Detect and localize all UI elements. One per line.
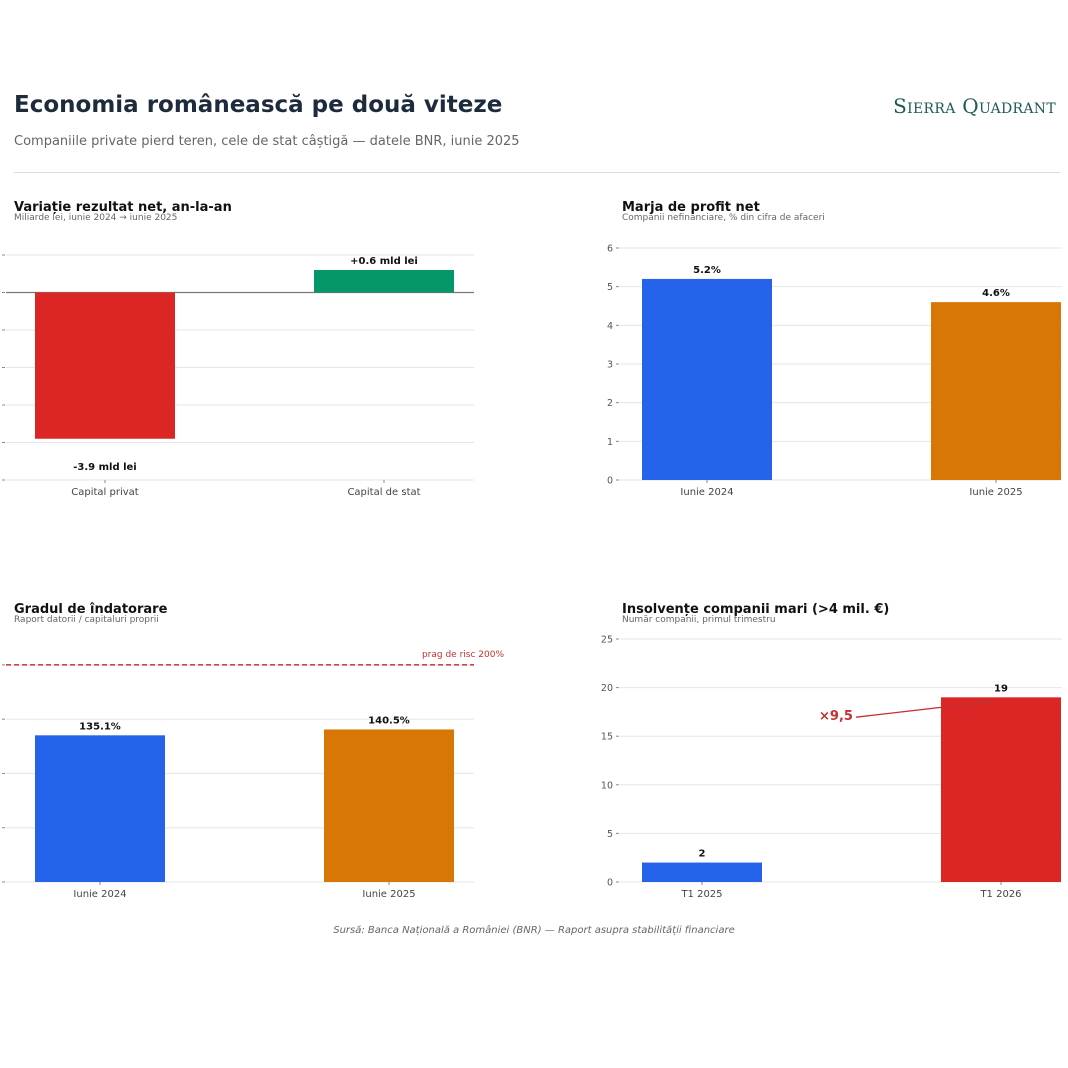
page-subtitle: Companiile private pierd teren, cele de … (14, 134, 520, 149)
data-label: 5.2% (693, 265, 721, 276)
bar (642, 862, 762, 882)
x-tick-label: Iunie 2024 (73, 889, 126, 900)
x-tick-label: Iunie 2025 (969, 487, 1022, 498)
threshold-label: prag de risc 200% (422, 650, 504, 660)
bar (642, 278, 772, 480)
bar (941, 697, 1061, 882)
data-label: +0.6 mld lei (350, 256, 418, 267)
x-tick-label: T1 2025 (680, 889, 722, 900)
y-tick-label: 2 (607, 398, 613, 409)
brand-logo: Sierra Quadrant (893, 94, 1056, 118)
y-tick-label: 5 (607, 829, 613, 840)
data-label: -3.9 mld lei (73, 462, 136, 473)
y-tick-label: 10 (601, 780, 613, 791)
bar (324, 729, 454, 882)
y-tick-label: 0 (607, 878, 613, 889)
annotation-arrow (855, 700, 994, 718)
y-tick-label: 15 (601, 732, 613, 743)
y-tick-label: 4 (607, 321, 613, 332)
source-note: Sursă: Banca Națională a României (BNR) … (333, 925, 735, 936)
page-title: Economia românească pe două viteze (14, 92, 503, 118)
chart-title: Insolvențe companii mari (>4 mil. €) (622, 602, 889, 617)
data-label: 140.5% (368, 715, 410, 726)
chart-subtitle: Companii nefinanciare, % din cifra de af… (622, 213, 825, 223)
x-tick-label: Iunie 2024 (680, 487, 733, 498)
bar (35, 735, 165, 882)
y-tick-label: 0 (607, 476, 613, 487)
annotation-label: ×9,5 (819, 709, 853, 724)
y-tick-label: 3 (607, 360, 613, 371)
chart-net-result-change: Variație rezultat net, an-la-anMiliarde … (2, 200, 474, 498)
y-tick-label: 25 (601, 635, 613, 646)
data-label: 19 (994, 683, 1008, 694)
chart-subtitle: Raport datorii / capitaluri proprii (14, 615, 159, 625)
bar (35, 292, 175, 439)
x-tick-label: Capital de stat (347, 487, 420, 498)
y-tick-label: 1 (607, 437, 613, 448)
chart-subtitle: Număr companii, primul trimestru (622, 615, 776, 625)
chart-title: Marja de profit net (622, 200, 760, 215)
annotation-arrowhead (984, 699, 993, 705)
data-label: 135.1% (79, 721, 121, 732)
chart-large-insolvencies: Insolvențe companii mari (>4 mil. €)Numă… (601, 602, 1062, 900)
chart-subtitle: Miliarde lei, iunie 2024 → iunie 2025 (14, 213, 177, 223)
chart-title: Variație rezultat net, an-la-an (14, 200, 232, 215)
y-tick-label: 5 (607, 282, 613, 293)
y-tick-label: 20 (601, 683, 613, 694)
header-divider (14, 172, 1060, 173)
bar (314, 270, 454, 293)
y-tick-label: 6 (607, 244, 613, 255)
data-label: 2 (699, 849, 706, 860)
bar (931, 302, 1061, 480)
chart-title: Gradul de îndatorare (14, 602, 168, 617)
data-label: 4.6% (982, 288, 1010, 299)
x-tick-label: T1 2026 (979, 889, 1021, 900)
x-tick-label: Iunie 2025 (362, 889, 415, 900)
x-tick-label: Capital privat (71, 487, 139, 498)
